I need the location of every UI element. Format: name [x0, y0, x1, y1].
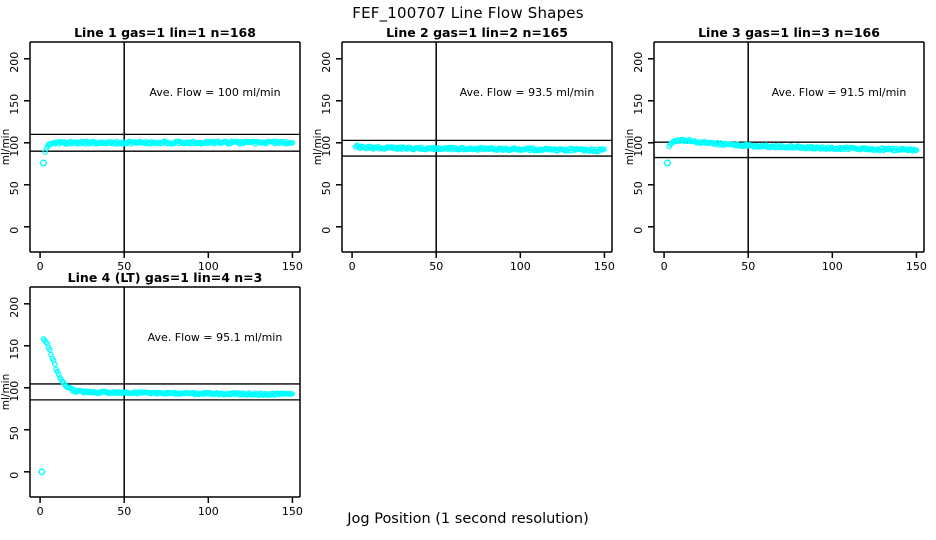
panel-line-3: Line 3 gas=1 lin=3 n=166 ml/min Ave. Flo… [624, 25, 936, 270]
svg-text:0: 0 [632, 227, 645, 234]
svg-text:200: 200 [320, 52, 333, 73]
svg-text:50: 50 [429, 260, 443, 270]
svg-text:0: 0 [8, 472, 21, 479]
svg-text:200: 200 [8, 297, 21, 318]
ave-flow-annotation: Ave. Flow = 95.1 ml/min [148, 331, 283, 344]
plot-generated-content: 0 50 100 150 0 50 100 150 200 [320, 41, 615, 270]
svg-text:50: 50 [117, 260, 131, 270]
svg-text:0: 0 [349, 260, 356, 270]
plot-line-1: Line 1 gas=1 lin=1 n=168 ml/min Ave. Flo… [0, 25, 303, 270]
y-axis-label: ml/min [0, 129, 12, 165]
y-axis-label: ml/min [312, 129, 324, 165]
panel-line-1: Line 1 gas=1 lin=1 n=168 ml/min Ave. Flo… [0, 25, 312, 270]
svg-text:50: 50 [741, 260, 755, 270]
panel-line-4: Line 4 (LT) gas=1 lin=4 n=3 ml/min Ave. … [0, 270, 312, 515]
svg-text:100: 100 [822, 260, 843, 270]
svg-text:150: 150 [594, 260, 615, 270]
svg-text:50: 50 [8, 426, 21, 440]
svg-text:0: 0 [8, 227, 21, 234]
panel-line-2: Line 2 gas=1 lin=2 n=165 ml/min Ave. Flo… [312, 25, 624, 270]
y-axis-label: ml/min [624, 129, 636, 165]
panel-title: Line 3 gas=1 lin=3 n=166 [698, 25, 880, 40]
svg-text:50: 50 [117, 505, 131, 515]
panel-title: Line 1 gas=1 lin=1 n=168 [74, 25, 256, 40]
y-axis-label: ml/min [0, 374, 12, 410]
svg-text:100: 100 [198, 260, 219, 270]
svg-text:100: 100 [8, 381, 21, 402]
ave-flow-annotation: Ave. Flow = 100 ml/min [149, 86, 280, 99]
plot-generated-content: 0 50 100 150 0 50 100 150 200 [8, 41, 303, 270]
svg-text:150: 150 [282, 505, 303, 515]
plot-line-4: Line 4 (LT) gas=1 lin=4 n=3 ml/min Ave. … [0, 270, 303, 515]
ave-flow-annotation: Ave. Flow = 91.5 ml/min [772, 86, 907, 99]
svg-text:0: 0 [320, 227, 333, 234]
svg-text:150: 150 [906, 260, 927, 270]
svg-text:100: 100 [632, 136, 645, 157]
svg-text:100: 100 [320, 136, 333, 157]
svg-text:150: 150 [282, 260, 303, 270]
svg-text:200: 200 [8, 52, 21, 73]
svg-text:150: 150 [8, 339, 21, 360]
svg-text:50: 50 [8, 181, 21, 195]
svg-text:50: 50 [632, 181, 645, 195]
x-axis-label: Jog Position (1 second resolution) [347, 511, 589, 527]
svg-text:50: 50 [320, 181, 333, 195]
ave-flow-annotation: Ave. Flow = 93.5 ml/min [460, 86, 595, 99]
plot-generated-content: 0 50 100 150 0 50 100 150 200 [632, 41, 927, 270]
svg-text:150: 150 [8, 94, 21, 115]
plot-generated-content: 0 50 100 150 0 50 100 150 200 [8, 286, 303, 515]
svg-text:0: 0 [37, 260, 44, 270]
plot-line-3: Line 3 gas=1 lin=3 n=166 ml/min Ave. Flo… [624, 25, 927, 270]
svg-text:100: 100 [510, 260, 531, 270]
svg-text:200: 200 [632, 52, 645, 73]
svg-text:0: 0 [661, 260, 668, 270]
page-title: FEF_100707 Line Flow Shapes [352, 4, 584, 22]
plot-line-2: Line 2 gas=1 lin=2 n=165 ml/min Ave. Flo… [312, 25, 615, 270]
svg-text:150: 150 [632, 94, 645, 115]
svg-text:150: 150 [320, 94, 333, 115]
panel-title: Line 2 gas=1 lin=2 n=165 [386, 25, 568, 40]
svg-text:100: 100 [198, 505, 219, 515]
svg-text:100: 100 [8, 136, 21, 157]
svg-text:0: 0 [37, 505, 44, 515]
panel-title: Line 4 (LT) gas=1 lin=4 n=3 [68, 270, 263, 285]
